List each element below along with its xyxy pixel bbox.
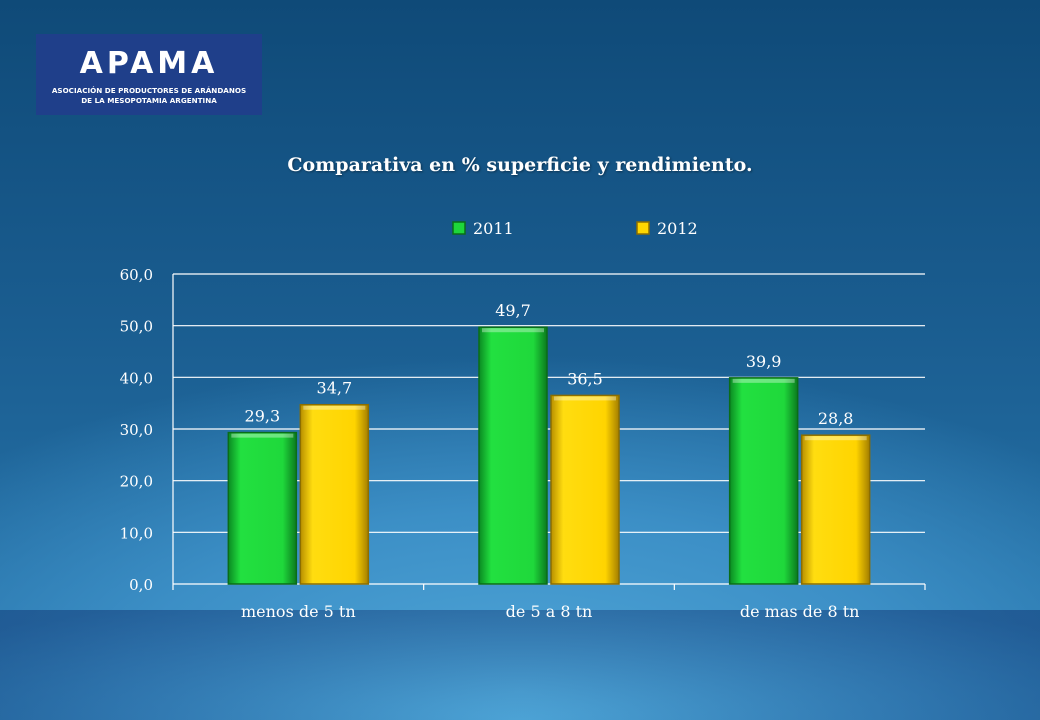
data-label: 49,7 [495,301,531,320]
bar-2012 [550,394,620,585]
logo-subtitle-line1: ASOCIACIÓN DE PRODUCTORES DE ARÁNDANOS [51,86,247,95]
chart-title: Comparativa en % superficie y rendimient… [287,154,753,176]
legend: 2011 2012 [452,219,698,238]
data-label: 39,9 [746,352,782,371]
y-tick-label: 30,0 [120,421,153,439]
bars: 29,3 49,7 39,9 34,7 36,5 28,8 [227,301,871,585]
gridlines [173,273,925,585]
apama-logo: APAMA ASOCIACIÓN DE PRODUCTORES DE ARÁND… [36,34,262,115]
bar-highlight [732,378,795,383]
y-tick-label: 40,0 [120,369,153,387]
legend-label: 2011 [473,219,514,238]
bar-highlight [804,436,867,441]
y-tick-label: 10,0 [120,524,153,542]
bar-highlight [231,433,294,438]
x-tick-label: de mas de 8 tn [740,602,860,621]
legend-label: 2012 [657,219,698,238]
x-tick-label: de 5 a 8 tn [506,602,593,621]
legend-swatch-2011 [452,221,466,235]
bar-2012 [800,434,871,585]
y-tick-label: 0,0 [129,576,153,594]
data-label: 29,3 [245,407,281,426]
bar-highlight [303,405,366,410]
data-label: 36,5 [567,369,603,388]
bar-2012 [299,403,370,585]
axes: 0,0 10,0 20,0 30,0 40,0 50,0 60,0 menos de 5 tn… [120,266,926,621]
logo-subtitle: ASOCIACIÓN DE PRODUCTORES DE ARÁNDANOS D… [42,86,256,106]
y-tick-label: 60,0 [120,266,153,284]
x-tick-label: menos de 5 tn [241,602,356,621]
data-label: 34,7 [317,379,353,398]
logo-subtitle-line2: DE LA MESOPOTAMIA ARGENTINA [81,96,217,105]
data-label: 28,8 [818,409,854,428]
legend-swatch-2012 [636,221,650,235]
bar-highlight [554,396,616,401]
y-tick-label: 50,0 [120,318,153,336]
y-tick-label: 20,0 [120,473,153,491]
bar-2011 [227,431,298,585]
bar-2011 [478,326,548,585]
bar-2011 [728,377,799,585]
bar-highlight [482,328,544,333]
logo-wordmark: APAMA [79,46,219,81]
